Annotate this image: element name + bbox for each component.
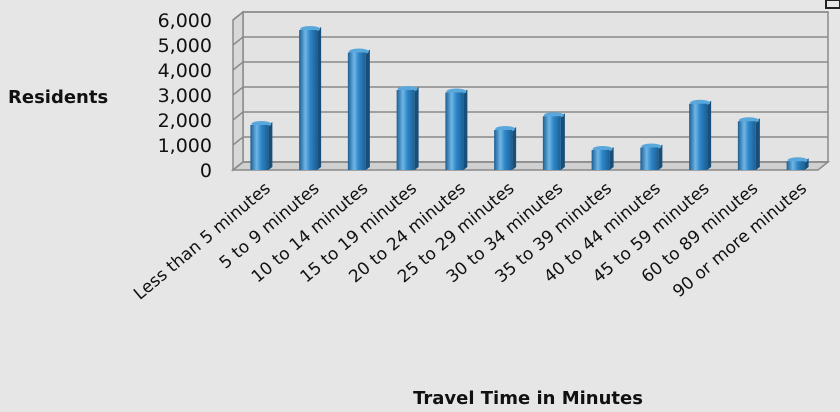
bar: [542, 112, 565, 170]
bar: [640, 143, 663, 170]
y-tick-label: 0: [200, 160, 212, 182]
y-tick-label: 4,000: [158, 60, 212, 82]
bar-front: [542, 116, 561, 170]
bar-side: [463, 89, 468, 170]
bar-side: [317, 27, 322, 170]
bar-front: [445, 92, 464, 170]
bar-front: [786, 161, 805, 170]
bars: [250, 26, 809, 170]
y-axis-title: Residents: [8, 87, 108, 108]
chart-frame-corner: [825, 0, 840, 9]
bar-front: [591, 150, 610, 170]
bar: [494, 126, 517, 170]
bar-front: [494, 130, 513, 170]
bar-side: [609, 147, 614, 170]
bar-side: [560, 113, 565, 170]
gridline: [232, 11, 828, 21]
gridline: [232, 61, 828, 71]
gridlines: [232, 11, 828, 171]
bar: [299, 26, 322, 170]
gridline: [232, 36, 828, 46]
gridline: [232, 86, 828, 96]
bar-side: [414, 87, 419, 170]
y-tick-label: 5,000: [158, 35, 212, 57]
y-tick-label: 1,000: [158, 135, 212, 157]
y-tick-label: 2,000: [158, 110, 212, 132]
bar-front: [689, 103, 708, 170]
bar: [250, 121, 273, 170]
gridline: [232, 161, 828, 171]
bar: [737, 117, 760, 170]
gridline: [232, 111, 828, 121]
bar-side: [365, 49, 370, 170]
bar-side: [512, 127, 517, 170]
x-axis-title: Travel Time in Minutes: [413, 388, 643, 409]
bar-side: [755, 118, 760, 170]
bar: [591, 146, 614, 170]
bar-front: [347, 52, 366, 170]
gridline: [232, 136, 828, 146]
bar-front: [640, 147, 659, 170]
y-tick-label: 3,000: [158, 85, 212, 107]
bar-front: [250, 125, 269, 170]
bar-side: [707, 100, 712, 170]
bar: [396, 86, 419, 170]
bar-side: [658, 144, 663, 170]
bar-front: [299, 30, 318, 170]
bar: [786, 157, 809, 170]
bar-side: [268, 122, 273, 170]
y-tick-labels: 0 1,000 2,000 3,000 4,000 5,000 6,000: [158, 10, 212, 182]
bar-front: [396, 90, 415, 170]
y-tick-label: 6,000: [158, 10, 212, 32]
bar-front: [737, 121, 756, 170]
bar: [445, 88, 468, 170]
bar: [347, 48, 370, 170]
bar: [689, 99, 712, 170]
